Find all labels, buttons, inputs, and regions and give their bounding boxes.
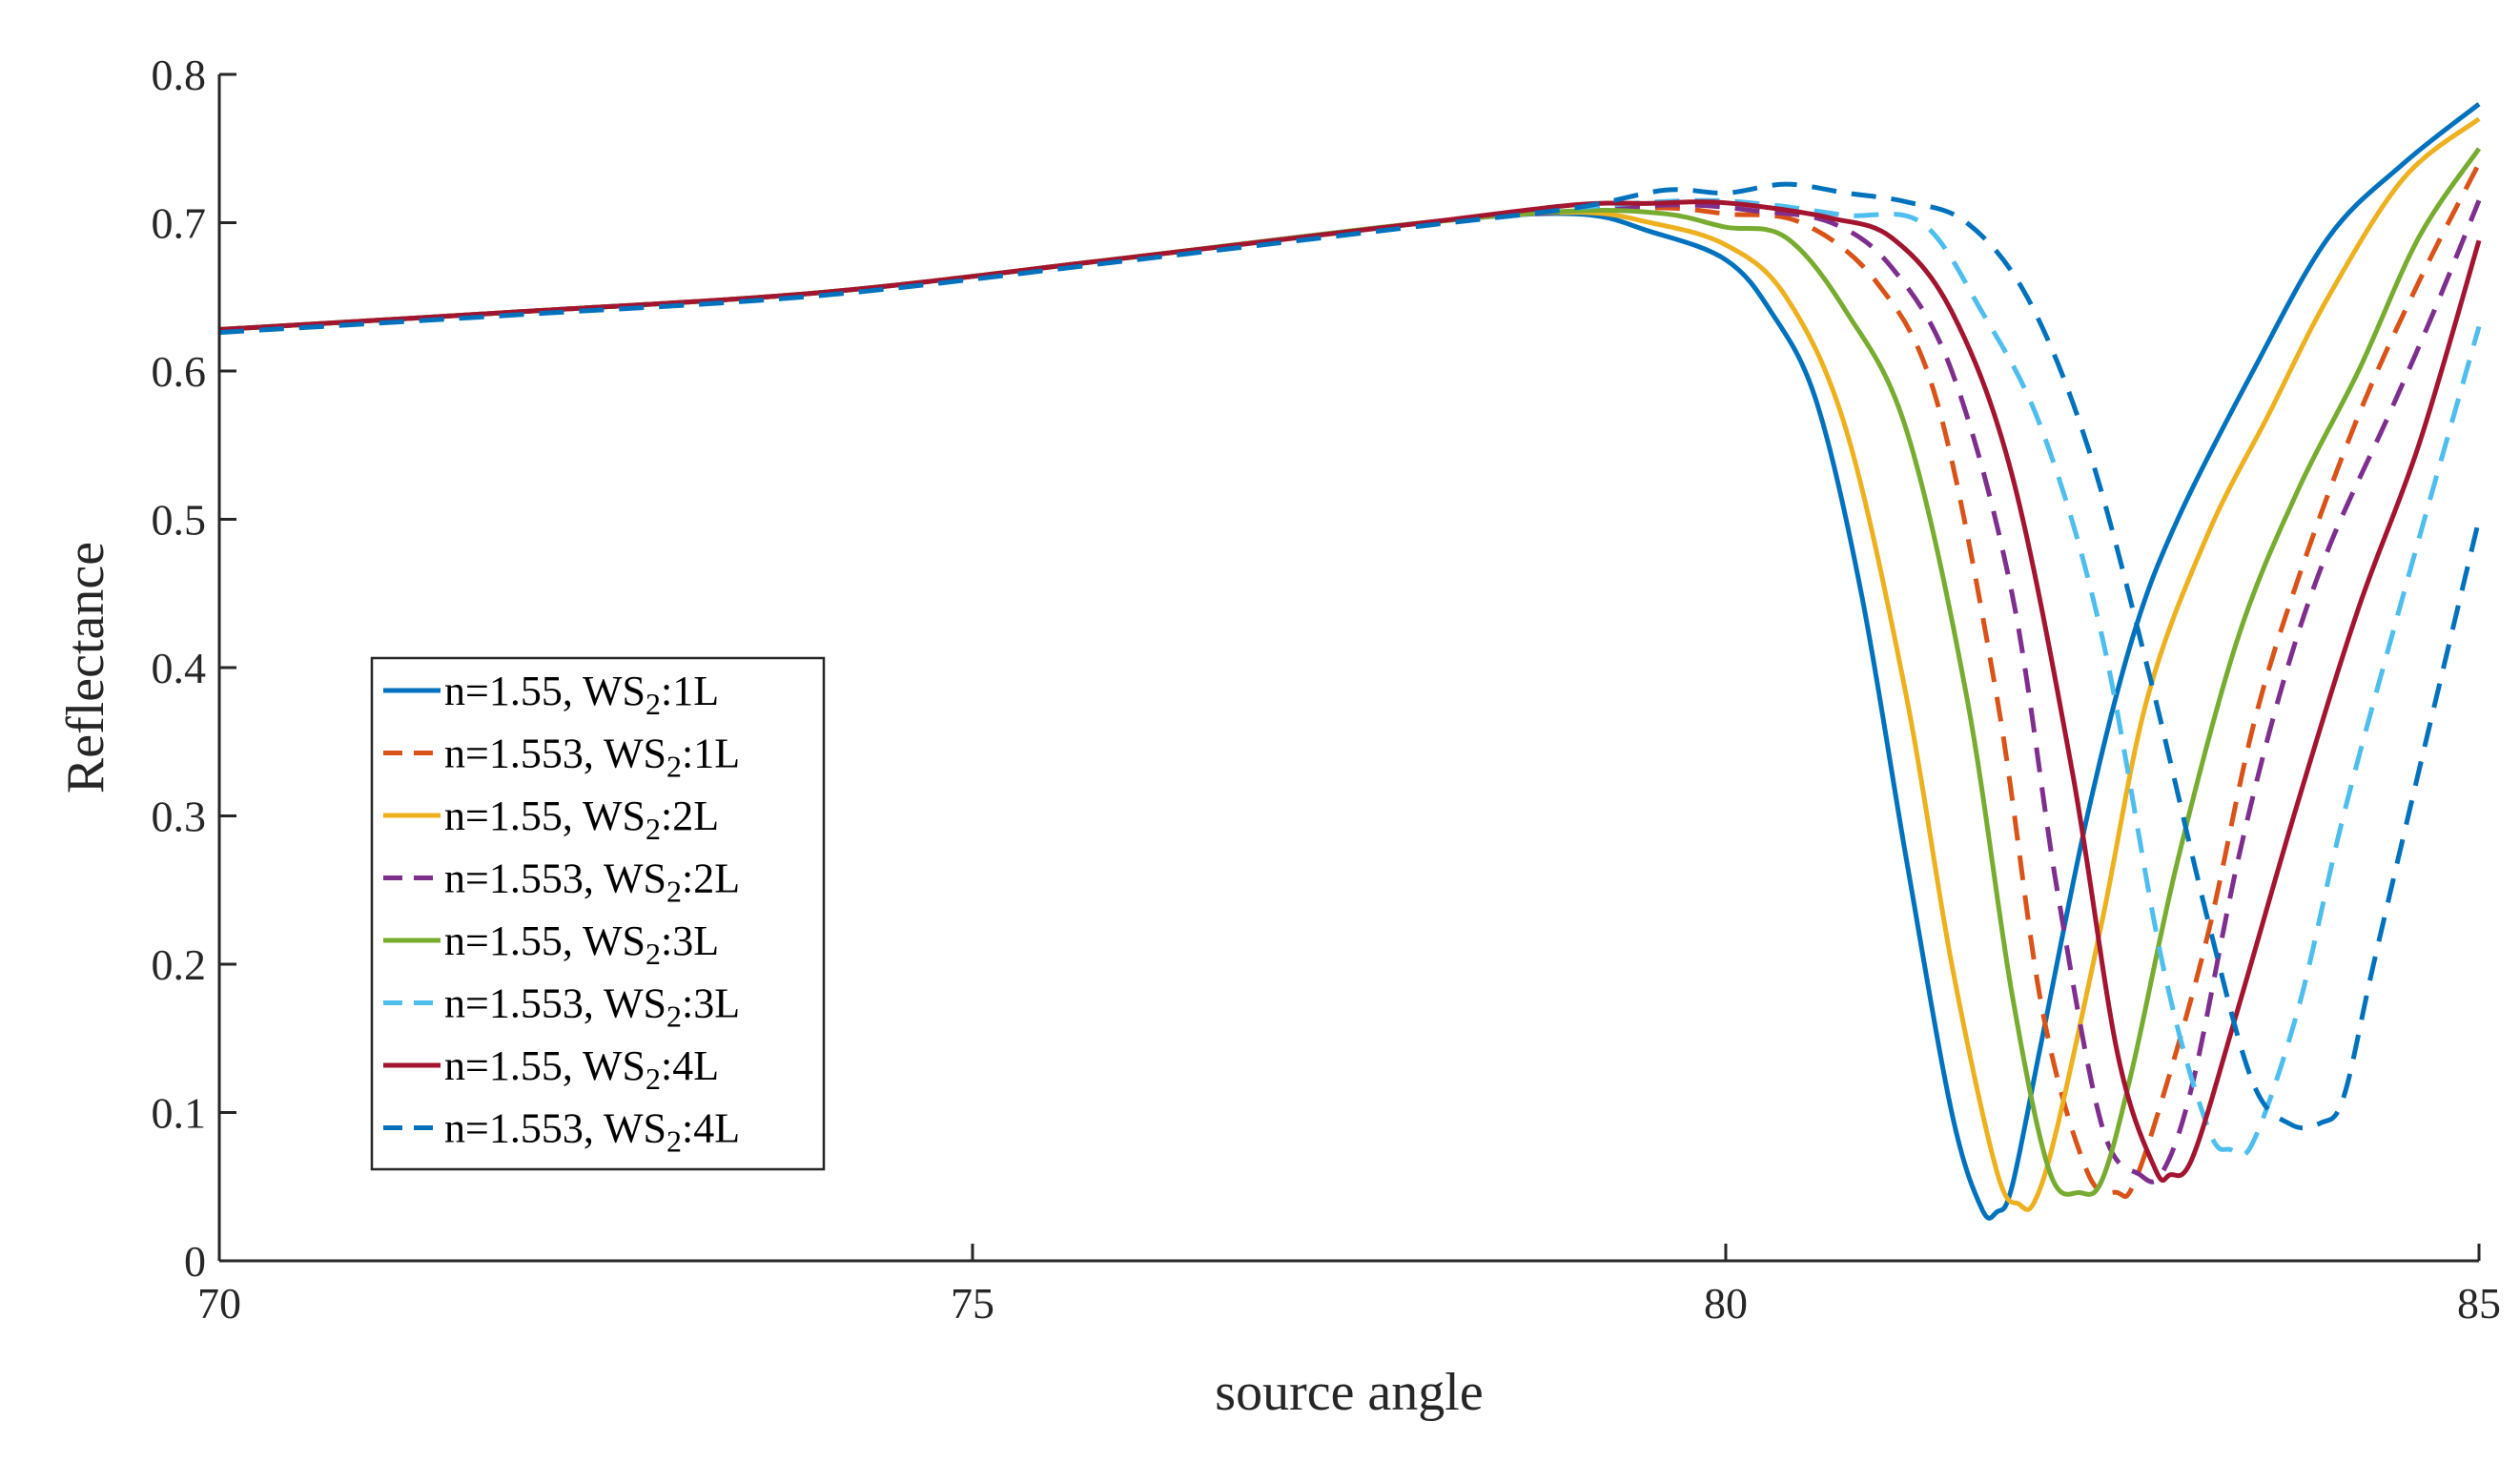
legend-label: n=1.553, WS2:4L (444, 1105, 740, 1159)
y-axis-title: Reflectance (56, 542, 115, 793)
legend-label: n=1.553, WS2:2L (444, 855, 740, 909)
legend-label: n=1.55, WS2:2L (444, 793, 719, 846)
series-line-7 (218, 199, 2482, 1183)
legend-box (370, 656, 826, 1171)
series-line-8 (218, 181, 2482, 1131)
y-tick-label: 0.8 (152, 51, 207, 99)
x-tick-label: 70 (197, 1279, 241, 1328)
x-axis-title: source angle (1215, 1363, 1483, 1422)
ticks: 70 75 80 85 0 0.1 0.2 0.3 0.4 0.5 0.6 0.7 0.8 (152, 51, 2502, 1328)
x-tick-label: 80 (1704, 1279, 1748, 1328)
y-tick-label: 0.7 (152, 199, 207, 248)
y-tick-label: 0.5 (152, 496, 207, 545)
y-tick-label: 0.2 (152, 940, 207, 989)
y-tick-label: 0.4 (152, 644, 207, 692)
x-tick-label: 85 (2457, 1279, 2501, 1328)
legend: n=1.55, WS2:1L n=1.553, WS2:1L n=1.55, WS2… (370, 656, 826, 1171)
y-tick-label: 0 (184, 1237, 206, 1286)
legend-label: n=1.55, WS2:1L (444, 668, 719, 721)
legend-label: n=1.553, WS2:1L (444, 731, 740, 784)
legend-label: n=1.55, WS2:4L (444, 1042, 719, 1096)
y-tick-label: 0.6 (152, 347, 207, 396)
series-group (218, 102, 2482, 1221)
x-tick-label: 75 (951, 1279, 994, 1328)
legend-label: n=1.553, WS2:3L (444, 980, 740, 1034)
y-tick-label: 0.3 (152, 793, 207, 841)
series-line-6 (218, 197, 2482, 1159)
y-tick-label: 0.1 (152, 1089, 207, 1138)
legend-label: n=1.55, WS2:3L (444, 917, 719, 971)
